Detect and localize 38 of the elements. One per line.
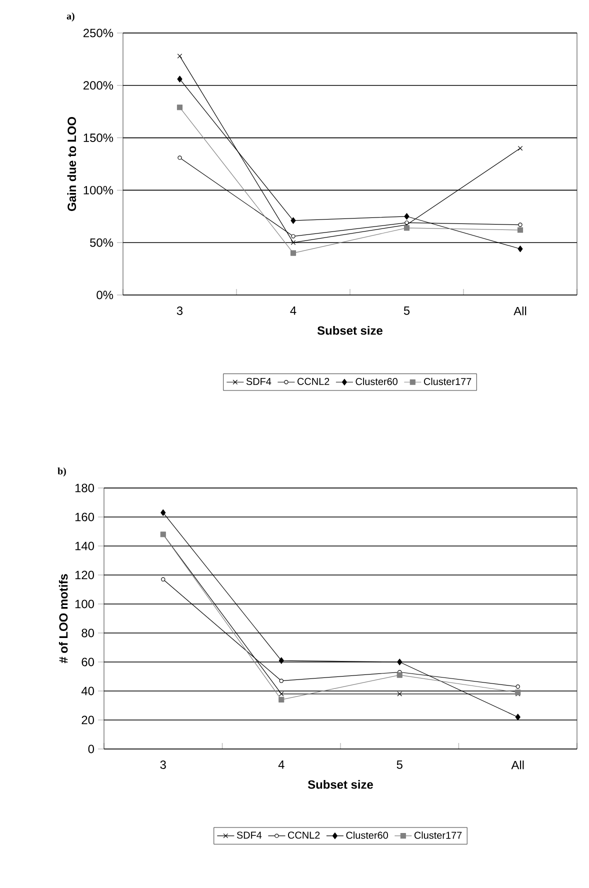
x-tick-label: 5 [404,306,410,315]
y-tick-label: 80 [82,628,94,638]
y-tick-label: 20 [82,716,94,724]
y-tick-label: 140 [75,542,94,550]
x-axis-title: Subset size [308,780,373,789]
x-tick-label: All [511,760,524,770]
y-tick-label: 250% [83,28,114,38]
y-tick-label: 160 [75,512,94,522]
x-axis-title: Subset size [317,326,382,335]
x-tick-label: All [514,306,526,316]
legend-label: SDF4 [246,378,272,385]
y-tick-label: 60 [82,658,94,666]
y-tick-label: 40 [81,686,94,696]
y-tick-label: 200% [83,81,114,90]
chart-title: a) [66,12,74,22]
y-tick-label: 100% [84,186,114,194]
legend-label: Cluster60 [346,831,388,839]
y-tick-label: 150% [84,134,114,142]
x-tick-label: 3 [176,306,183,315]
y-tick-label: 0% [96,290,114,300]
chart-title: b) [58,467,66,476]
legend-label: SDF4 [236,832,262,839]
y-tick-label: 0 [88,744,94,754]
y-axis-title: Gain due to LOO [67,117,76,211]
legend-label: Cluster177 [414,831,462,839]
y-tick-label: 50% [90,238,114,247]
legend-label: CCNL2 [288,832,320,839]
y-tick-label: 100 [75,600,94,608]
y-tick-label: 180 [75,484,94,492]
legend-label: CCNL2 [298,378,330,385]
y-tick-label: 120 [75,570,94,580]
x-tick-label: 5 [396,760,402,769]
x-tick-label: 4 [290,306,296,315]
y-axis-title: # of LOO motifs [58,574,68,664]
legend-label: Cluster60 [356,378,398,386]
x-tick-label: 4 [278,760,284,769]
x-tick-label: 3 [160,760,166,769]
legend-label: Cluster177 [424,378,472,386]
